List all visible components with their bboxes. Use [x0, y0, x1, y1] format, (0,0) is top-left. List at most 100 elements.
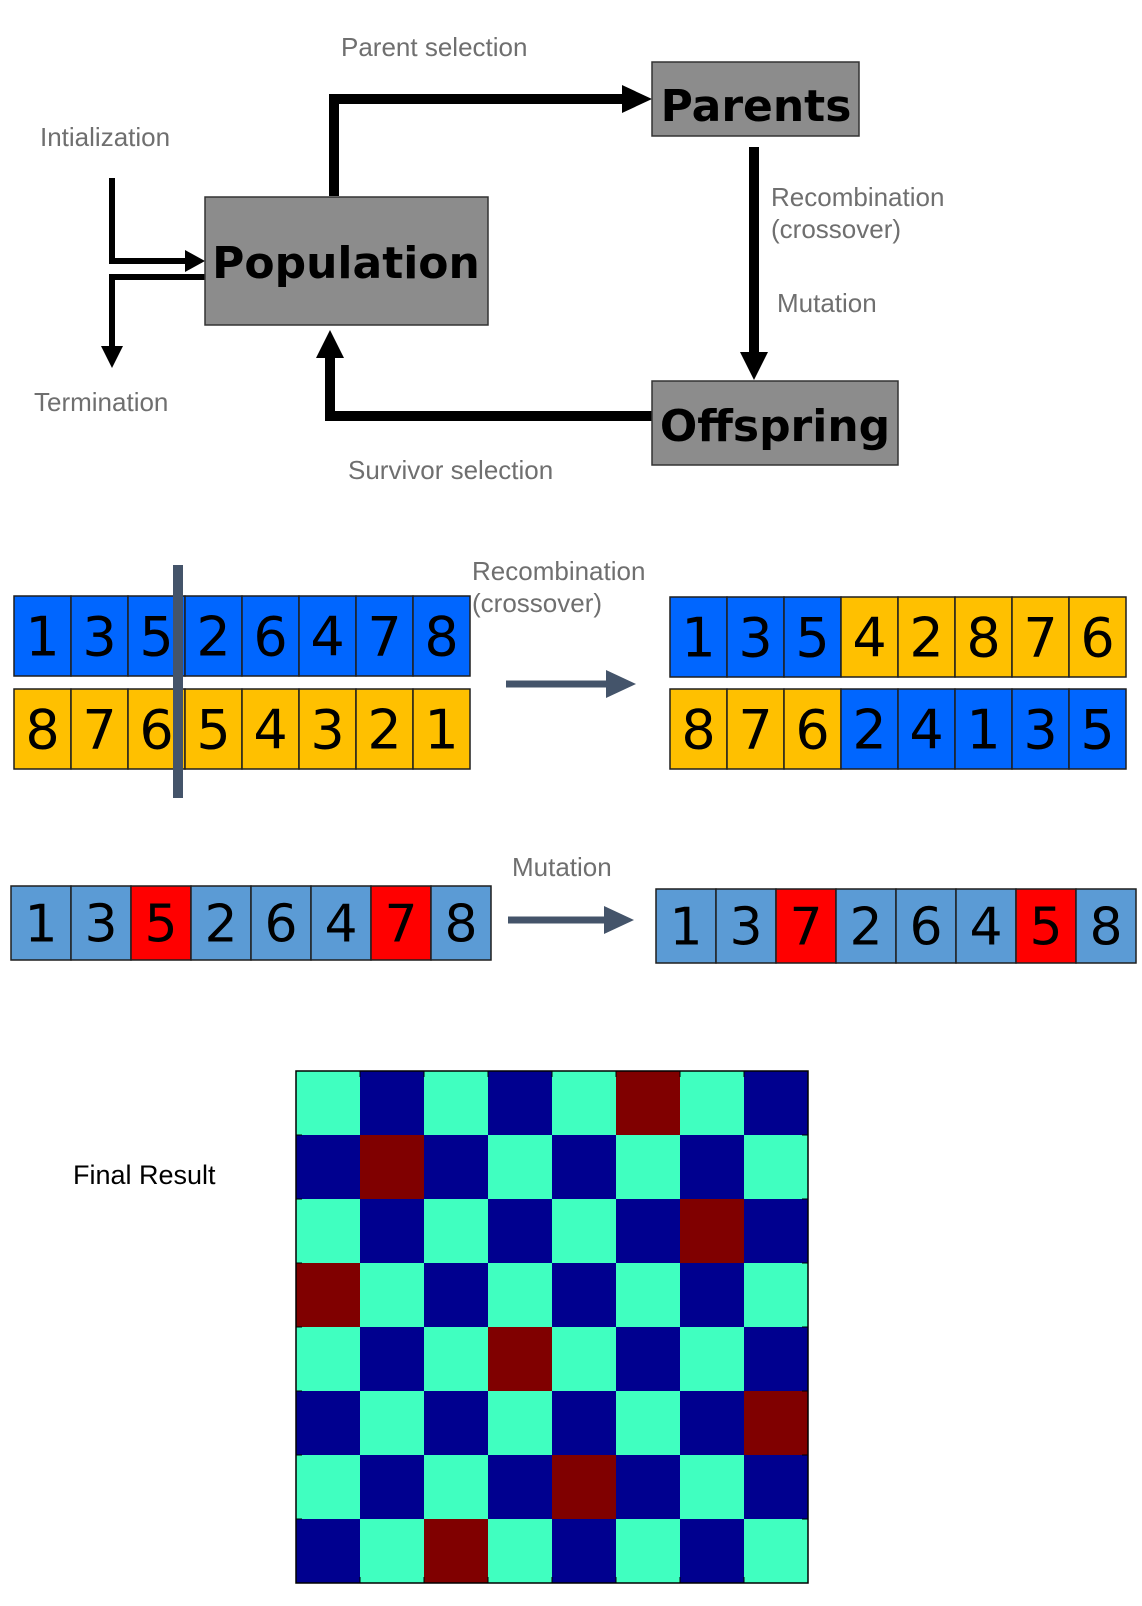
mutation-before-cell: [310, 885, 372, 961]
board-square: [552, 1199, 616, 1263]
child-a-cell: [1068, 596, 1127, 678]
board-square: [424, 1199, 488, 1263]
board-square: [680, 1455, 744, 1519]
parent-b-cell: [412, 688, 471, 770]
final-result: Final Result: [73, 1070, 809, 1584]
child-a-cell: [954, 596, 1013, 678]
board-square: [616, 1455, 680, 1519]
parent-a-cell: [355, 595, 414, 677]
board-square: [680, 1519, 744, 1583]
mutation-before-gene: 3: [84, 895, 117, 955]
survivor-selection-arrowhead: [316, 330, 344, 358]
queen-square: [616, 1071, 680, 1135]
mutation-after-cell: [835, 888, 897, 964]
parent-a-gene: 3: [82, 605, 116, 668]
board-square: [424, 1391, 488, 1455]
mutation-before-cell: [430, 885, 492, 961]
child-b-cell: [783, 688, 842, 770]
mutation-before-gene: 1: [24, 895, 57, 955]
child-b-gene: 6: [795, 698, 829, 761]
parent-b-cell: [355, 688, 414, 770]
child-a-gene: 7: [1023, 606, 1057, 669]
board-square: [360, 1327, 424, 1391]
board-square: [680, 1327, 744, 1391]
mutation-after-gene: 8: [1089, 898, 1122, 958]
mutation-after-gene: 7: [789, 898, 822, 958]
mutation-after-gene: 3: [729, 898, 762, 958]
board-square: [680, 1391, 744, 1455]
parent-b-gene: 3: [310, 698, 344, 761]
mutation-after-cell: [1075, 888, 1137, 964]
parent-a-cell: [298, 595, 357, 677]
offspring-box-label: Offspring: [660, 401, 890, 452]
board-square: [488, 1135, 552, 1199]
mutation-before-cell: [130, 885, 192, 961]
parent-b-gene: 8: [25, 698, 59, 761]
board-square: [488, 1199, 552, 1263]
child-b-gene: 2: [852, 698, 886, 761]
crossover-label: (crossover): [771, 214, 901, 244]
variation-arrowhead: [740, 352, 768, 380]
board-square: [680, 1135, 744, 1199]
child-a-gene: 6: [1080, 606, 1114, 669]
child-a-gene: 8: [966, 606, 1000, 669]
parent-b-gene: 6: [139, 698, 173, 761]
board-square: [616, 1199, 680, 1263]
termination-label: Termination: [34, 387, 168, 417]
crossover-recombination-label: Recombination: [472, 556, 645, 586]
mutation-after-cell: [655, 888, 717, 964]
parent-a-gene: 1: [25, 605, 59, 668]
board-square: [424, 1327, 488, 1391]
parent-a-gene: 5: [139, 605, 173, 668]
mutation-before-gene: 6: [264, 895, 297, 955]
board-square: [616, 1391, 680, 1455]
board-square: [552, 1327, 616, 1391]
child-a-gene: 2: [909, 606, 943, 669]
initialization-arrow: [109, 178, 190, 264]
survivor-selection-label: Survivor selection: [348, 455, 553, 485]
mutation-after-cell: [1015, 888, 1077, 964]
board-square: [296, 1199, 360, 1263]
board-square: [744, 1327, 808, 1391]
parent-b-gene: 2: [367, 698, 401, 761]
child-b-cell: [954, 688, 1013, 770]
board-square: [680, 1263, 744, 1327]
termination-arrow: [109, 274, 205, 348]
mutation-before-cell: [70, 885, 132, 961]
board-square: [680, 1071, 744, 1135]
queen-square: [552, 1455, 616, 1519]
board-square: [552, 1391, 616, 1455]
final-result-label: Final Result: [73, 1160, 216, 1190]
parent-a-gene: 4: [310, 605, 344, 668]
parent-b-cell: [241, 688, 300, 770]
parent-b-gene: 7: [82, 698, 116, 761]
child-a-cell: [783, 596, 842, 678]
board-square: [488, 1071, 552, 1135]
child-b-cell: [840, 688, 899, 770]
board-square: [488, 1263, 552, 1327]
board-square: [360, 1263, 424, 1327]
final-board: [295, 1070, 809, 1584]
population-box-label: Population: [212, 238, 480, 289]
board-square: [744, 1071, 808, 1135]
population-box: [204, 196, 489, 326]
child-b-gene: 8: [681, 698, 715, 761]
parent-a-cell: [412, 595, 471, 677]
mutation-arrowhead: [604, 906, 634, 934]
board-square: [424, 1263, 488, 1327]
board-square: [744, 1455, 808, 1519]
board-square: [488, 1455, 552, 1519]
mutation-example-label: Mutation: [512, 852, 612, 882]
board-square: [424, 1455, 488, 1519]
crossover-crossover-label: (crossover): [472, 588, 602, 618]
mutation-before-gene: 4: [324, 895, 357, 955]
child-b-gene: 5: [1080, 698, 1114, 761]
initialization-label: Intialization: [40, 122, 170, 152]
queen-square: [360, 1135, 424, 1199]
child-b-cell: [1068, 688, 1127, 770]
